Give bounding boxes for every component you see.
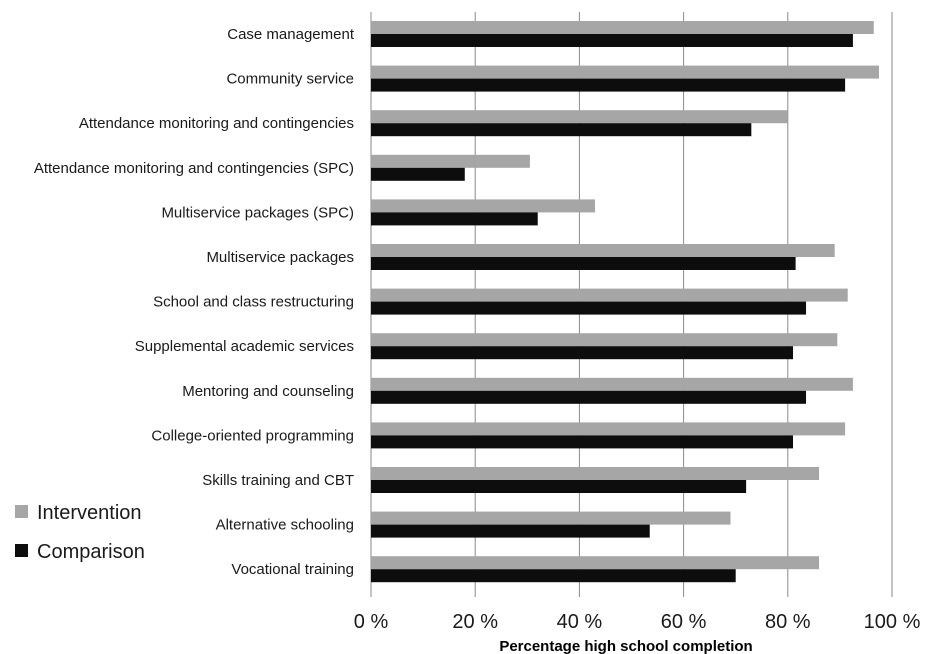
- category-label: Alternative schooling: [216, 517, 354, 534]
- bar-intervention-12: [371, 556, 820, 570]
- bar-comparison-7: [371, 346, 794, 360]
- category-label: Attendance monitoring and contingencies: [79, 115, 354, 132]
- category-label: Vocational training: [231, 561, 354, 578]
- bar-intervention-11: [371, 511, 731, 525]
- bar-comparison-3: [371, 167, 465, 181]
- category-label: Supplemental academic services: [135, 338, 354, 355]
- category-label: Case management: [227, 26, 355, 43]
- x-tick-label: 0 %: [354, 611, 389, 633]
- category-label: Mentoring and counseling: [182, 383, 354, 400]
- bar-intervention-10: [371, 467, 820, 480]
- bar-comparison-6: [371, 301, 807, 315]
- bar-intervention-5: [371, 244, 835, 257]
- bars: [371, 21, 879, 583]
- legend: Intervention Comparison: [15, 502, 145, 563]
- bar-comparison-12: [371, 569, 736, 583]
- bar-intervention-0: [371, 21, 874, 34]
- x-tick-label: 80 %: [765, 611, 811, 633]
- category-label: Skills training and CBT: [202, 472, 354, 489]
- bar-intervention-8: [371, 377, 853, 391]
- x-tick-label: 20 %: [452, 611, 498, 633]
- category-label: Attendance monitoring and contingencies …: [34, 160, 354, 177]
- bar-comparison-4: [371, 212, 538, 226]
- category-label: College-oriented programming: [151, 427, 354, 444]
- x-tick-label: 40 %: [557, 611, 603, 633]
- x-axis-title: Percentage high school completion: [499, 638, 752, 654]
- bar-intervention-9: [371, 422, 846, 436]
- category-label: School and class restructuring: [153, 294, 354, 311]
- bar-comparison-10: [371, 480, 747, 493]
- legend-label-comparison: Comparison: [37, 541, 145, 563]
- bar-comparison-1: [371, 78, 846, 92]
- category-labels: Case management Community service Attendan…: [34, 26, 355, 578]
- bar-comparison-8: [371, 390, 807, 404]
- x-tick-labels: 0 % 20 % 40 % 60 % 80 % 100 %: [354, 611, 921, 633]
- bar-comparison-5: [371, 257, 796, 270]
- bar-intervention-1: [371, 65, 879, 79]
- legend-label-intervention: Intervention: [37, 502, 142, 524]
- bar-intervention-4: [371, 199, 596, 213]
- category-label: Community service: [226, 71, 354, 88]
- legend-swatch-intervention: [15, 505, 28, 518]
- x-tick-label: 60 %: [661, 611, 707, 633]
- bar-intervention-6: [371, 288, 848, 302]
- legend-swatch-comparison: [15, 544, 28, 557]
- bar-comparison-0: [371, 34, 853, 47]
- category-label: Multiservice packages: [206, 249, 354, 266]
- bar-intervention-3: [371, 154, 530, 168]
- x-tick-label: 100 %: [864, 611, 921, 633]
- bar-comparison-11: [371, 524, 650, 538]
- bar-intervention-7: [371, 333, 838, 347]
- bar-comparison-9: [371, 435, 794, 449]
- bar-intervention-2: [371, 110, 788, 124]
- category-label: Multiservice packages (SPC): [161, 204, 354, 221]
- bar-comparison-2: [371, 123, 752, 137]
